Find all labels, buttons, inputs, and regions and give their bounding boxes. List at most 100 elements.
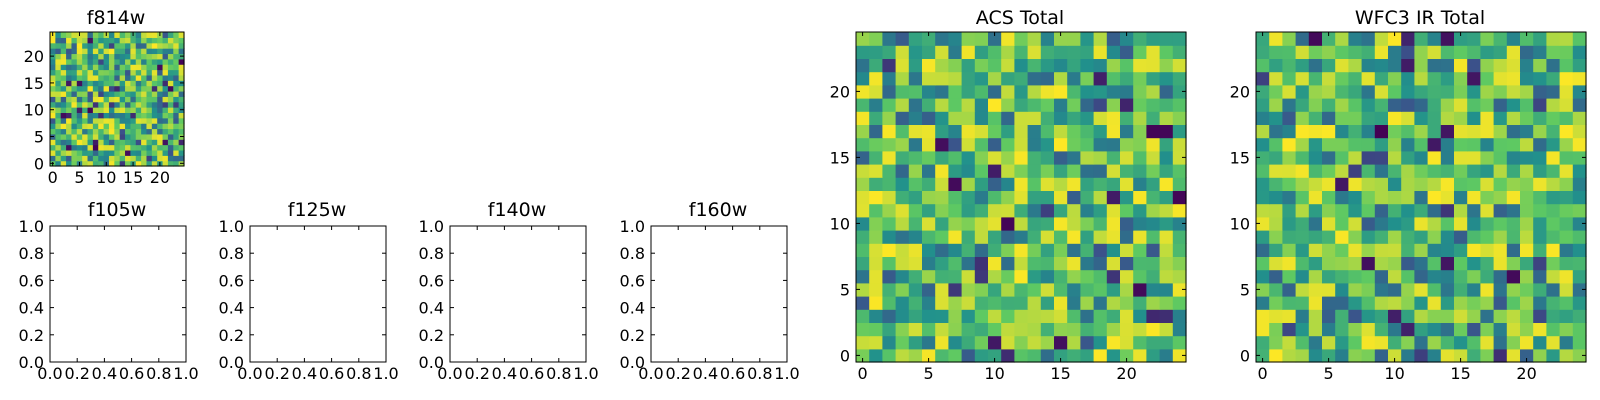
heatmap-cell [1454,203,1468,218]
y-tick-label: 0 [1240,346,1250,365]
heatmap-cell [114,117,121,124]
heatmap-cell [108,139,115,146]
heatmap-cell [135,64,142,71]
heatmap-cell [50,85,56,92]
heatmap-cell [1172,190,1187,205]
heatmap-cell [1120,269,1134,284]
heatmap-cell [167,53,174,60]
heatmap-cell [178,42,185,49]
heatmap-cell [87,149,94,156]
heatmap-cell [146,37,153,44]
heatmap-cell [1427,71,1442,86]
heatmap-cell [1520,203,1534,218]
heatmap-cell [856,177,870,191]
heatmap-cell [130,144,137,151]
heatmap-cell [1146,58,1161,73]
heatmap-cell [60,96,67,103]
heatmap-cell [1388,124,1402,139]
heatmap-cell [82,48,89,55]
heatmap-cell [119,96,126,103]
heatmap-cell [1401,32,1415,46]
heatmap-cell [974,243,989,257]
heatmap-cell [66,128,73,135]
heatmap-cell [82,69,89,76]
heatmap-cell [98,69,105,76]
heatmap-cell [1054,177,1068,191]
heatmap-cell [71,69,78,76]
heatmap-cell [1040,45,1055,59]
heatmap-cell [908,177,923,191]
heatmap-cell [92,90,99,97]
heatmap-cell [1040,256,1055,271]
heatmap-cell [1322,203,1336,218]
heatmap-cell [1506,111,1521,125]
heatmap-cell [1282,164,1297,178]
heatmap-cell [98,96,105,103]
heatmap-cell [869,84,883,99]
heatmap-cell [1401,150,1415,165]
heatmap-cell [1493,84,1508,99]
heatmap-cell [103,128,110,135]
heatmap-cell [173,37,180,44]
heatmap-cell [151,160,158,167]
heatmap-cell [1348,58,1363,73]
heatmap-cell [1506,150,1521,165]
heatmap-cell [1348,71,1363,86]
y-tick-label: 0 [840,346,850,365]
heatmap-cell [1040,203,1055,218]
heatmap-cell [935,111,949,125]
heatmap-cell [1388,190,1402,205]
x-tick-label: 0.4 [492,364,517,383]
heatmap-cell [1533,322,1547,337]
heatmap-cell [935,335,949,350]
heatmap-cell [108,160,115,167]
heatmap-cell [114,53,121,60]
heatmap-cell [55,58,62,65]
heatmap-cell [895,124,910,139]
heatmap-cells [856,32,1187,363]
heatmap-cell [1572,203,1587,218]
heatmap-cell [76,117,83,124]
heatmap-cell [1054,256,1068,271]
heatmap-cell [948,296,963,310]
y-tick-label: 10 [24,101,44,120]
heatmap-cell [1467,84,1481,99]
heatmap-cell [151,37,158,44]
heatmap-cell [151,58,158,65]
heatmap-cell [92,107,99,113]
heatmap-cell [1040,190,1055,205]
heatmap-cell [1546,322,1561,337]
heatmap-cell [1361,335,1376,350]
heatmap-cell [1335,269,1349,284]
heatmap-cell [82,58,89,65]
heatmap-cell [135,90,142,97]
heatmap-cell [908,335,923,350]
heatmap-cell [1295,137,1310,152]
heatmap-cell [1480,243,1495,257]
heatmap-cell [1493,111,1508,125]
heatmap-cell [167,117,174,124]
heatmap-cell [1559,58,1574,73]
heatmap-cell [130,139,137,146]
x-tick-label: 15 [1450,364,1470,383]
heatmap-cell [1159,164,1174,178]
heatmap-cell [1159,269,1174,284]
heatmap-cell [922,32,936,46]
heatmap-cell [1559,124,1574,139]
x-tick-label: 0.4 [693,364,718,383]
heatmap-cell [71,123,78,130]
heatmap-cell [1133,256,1147,271]
heatmap-cell [1172,137,1187,152]
heatmap-cell [1080,282,1095,297]
heatmap-cell [66,139,73,146]
heatmap-cell [974,45,989,59]
heatmap-cell [1506,282,1521,297]
heatmap-cell [162,128,169,135]
heatmap-cell [125,144,131,151]
heatmap-cell [82,90,89,97]
heatmap-cell [1506,243,1521,257]
heatmap-cell [1414,137,1429,152]
heatmap-cell [1335,32,1349,46]
